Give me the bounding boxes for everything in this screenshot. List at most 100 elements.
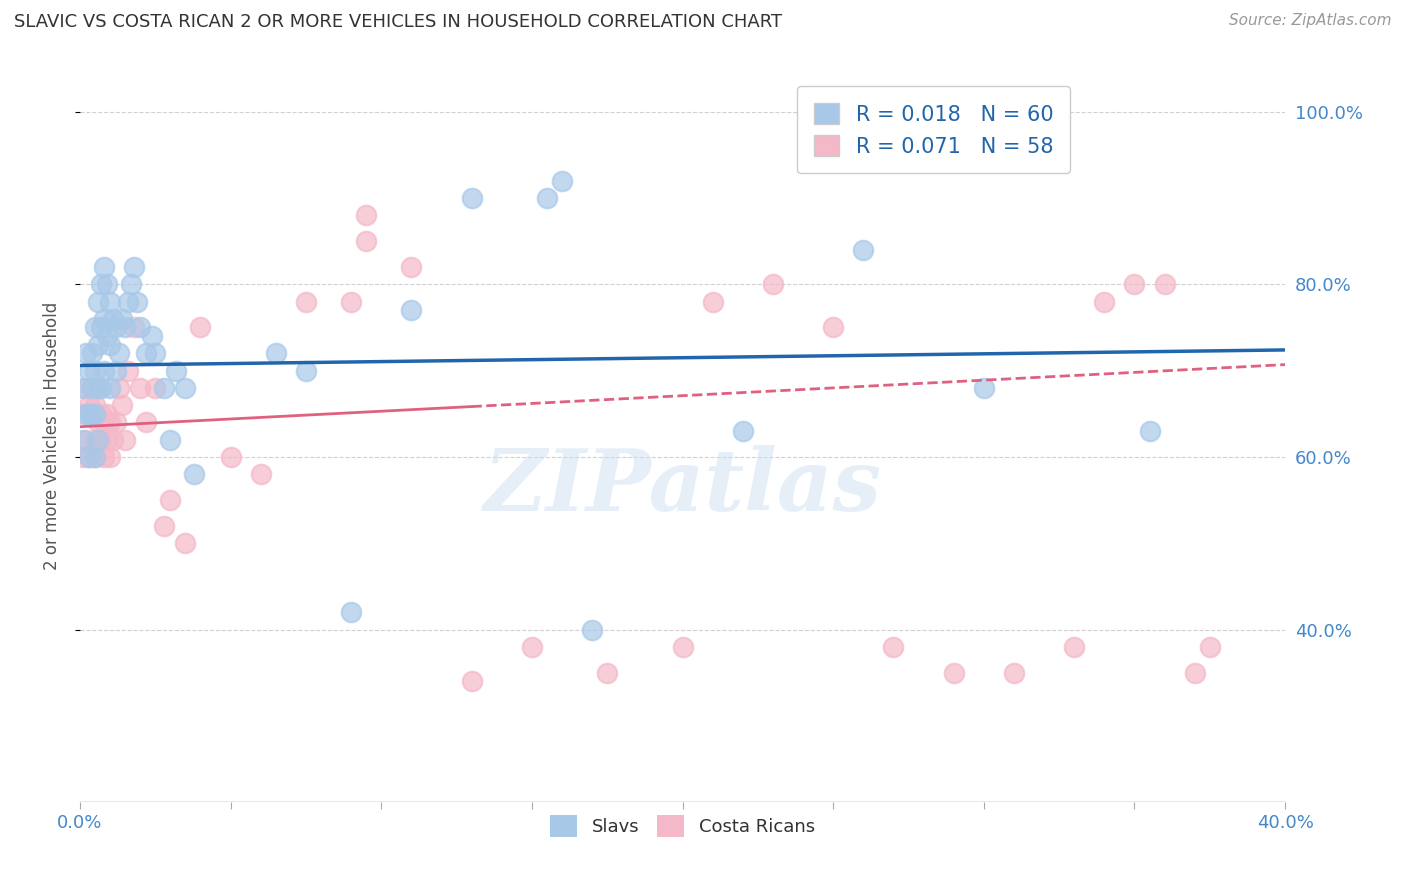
Point <box>1092 294 1115 309</box>
Point <box>98 416 121 430</box>
Point <box>401 260 423 274</box>
Point <box>159 493 181 508</box>
Point <box>90 381 112 395</box>
Point <box>87 381 110 395</box>
Point <box>731 424 754 438</box>
Point <box>249 467 271 482</box>
Point <box>823 320 845 334</box>
Point <box>93 364 115 378</box>
Point <box>75 346 97 360</box>
Text: SLAVIC VS COSTA RICAN 2 OR MORE VEHICLES IN HOUSEHOLD CORRELATION CHART: SLAVIC VS COSTA RICAN 2 OR MORE VEHICLES… <box>14 13 782 31</box>
Point <box>295 294 318 309</box>
Point <box>75 433 97 447</box>
Point <box>596 665 619 680</box>
Point <box>87 381 110 395</box>
Point <box>129 381 152 395</box>
Point <box>122 260 145 274</box>
Point <box>75 407 97 421</box>
Point <box>135 346 157 360</box>
Point <box>80 346 103 360</box>
Legend: Slavs, Costa Ricans: Slavs, Costa Ricans <box>543 808 823 845</box>
Point <box>852 243 875 257</box>
Point <box>105 416 128 430</box>
Point <box>340 294 363 309</box>
Point <box>98 450 121 464</box>
Point <box>72 407 94 421</box>
Point <box>84 450 107 464</box>
Point <box>72 381 94 395</box>
Point <box>1123 277 1146 292</box>
Point <box>1063 640 1085 654</box>
Point <box>159 433 181 447</box>
Point <box>84 398 107 412</box>
Point <box>153 519 176 533</box>
Point <box>120 277 142 292</box>
Point <box>93 416 115 430</box>
Point <box>460 191 482 205</box>
Point <box>77 450 100 464</box>
Point <box>135 416 157 430</box>
Point <box>671 640 693 654</box>
Point <box>87 294 110 309</box>
Point <box>174 536 197 550</box>
Point <box>340 605 363 619</box>
Point <box>105 364 128 378</box>
Point <box>762 277 785 292</box>
Point <box>108 346 131 360</box>
Point <box>108 381 131 395</box>
Point <box>1139 424 1161 438</box>
Point <box>111 311 134 326</box>
Point <box>72 433 94 447</box>
Point <box>1184 665 1206 680</box>
Point <box>90 277 112 292</box>
Point <box>551 174 574 188</box>
Point <box>1198 640 1220 654</box>
Point <box>973 381 995 395</box>
Point <box>354 208 377 222</box>
Point <box>520 640 543 654</box>
Point <box>101 433 124 447</box>
Point <box>1002 665 1025 680</box>
Point <box>143 346 166 360</box>
Point <box>93 450 115 464</box>
Point <box>942 665 965 680</box>
Point <box>93 311 115 326</box>
Point <box>80 381 103 395</box>
Point <box>96 277 118 292</box>
Point <box>90 433 112 447</box>
Point <box>84 320 107 334</box>
Point <box>87 337 110 351</box>
Point <box>72 450 94 464</box>
Point <box>702 294 724 309</box>
Point <box>114 433 136 447</box>
Point <box>75 381 97 395</box>
Point <box>77 398 100 412</box>
Point <box>77 407 100 421</box>
Point <box>165 364 187 378</box>
Point <box>581 623 603 637</box>
Point <box>93 260 115 274</box>
Point <box>129 320 152 334</box>
Point <box>354 234 377 248</box>
Point <box>80 407 103 421</box>
Point <box>117 294 139 309</box>
Point <box>882 640 904 654</box>
Point <box>84 407 107 421</box>
Point <box>111 398 134 412</box>
Point <box>96 433 118 447</box>
Point <box>190 320 212 334</box>
Point <box>87 416 110 430</box>
Point <box>219 450 242 464</box>
Point <box>536 191 558 205</box>
Text: ZIPatlas: ZIPatlas <box>484 445 882 528</box>
Point <box>84 450 107 464</box>
Point <box>87 433 110 447</box>
Point <box>143 381 166 395</box>
Point <box>101 311 124 326</box>
Point <box>114 320 136 334</box>
Point <box>98 337 121 351</box>
Point <box>96 407 118 421</box>
Point <box>77 364 100 378</box>
Point <box>84 433 107 447</box>
Point <box>127 294 149 309</box>
